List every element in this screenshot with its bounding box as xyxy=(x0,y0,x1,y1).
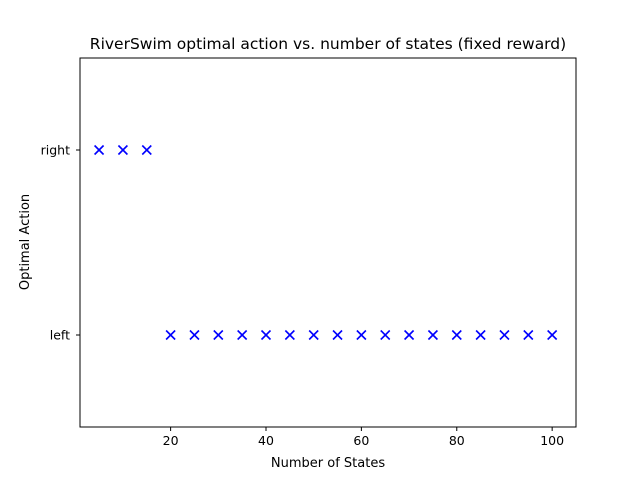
data-point-x-marker xyxy=(356,329,367,341)
x-tick-label: 20 xyxy=(163,433,179,448)
data-point-x-marker xyxy=(260,329,272,341)
data-point-x-marker xyxy=(451,329,462,341)
data-point-x-marker xyxy=(499,329,510,341)
x-axis-label: Number of States xyxy=(271,456,385,471)
data-point-x-marker xyxy=(404,329,415,341)
data-point-x-marker xyxy=(523,329,534,341)
x-axis: 20 40 60 80 100 xyxy=(163,427,564,448)
data-points xyxy=(94,144,558,341)
data-point-x-marker xyxy=(117,144,128,156)
chart-title: RiverSwim optimal action vs. number of s… xyxy=(90,35,566,53)
x-tick-label: 40 xyxy=(258,433,274,448)
y-axis: left right xyxy=(41,143,80,343)
data-point-x-marker xyxy=(475,329,486,341)
data-point-x-marker xyxy=(141,144,152,156)
x-tick-label: 100 xyxy=(540,433,564,448)
data-point-x-marker xyxy=(165,329,176,341)
data-point-x-marker xyxy=(547,329,558,341)
x-tick-label: 80 xyxy=(449,433,465,448)
y-tick-label-left: left xyxy=(50,328,70,343)
data-point-x-marker xyxy=(213,329,224,341)
y-axis-label: Optimal Action xyxy=(18,194,33,290)
data-point-x-marker xyxy=(284,329,295,341)
data-point-x-marker xyxy=(237,329,248,341)
data-point-x-marker xyxy=(427,329,438,341)
data-point-x-marker xyxy=(94,144,105,156)
data-point-x-marker xyxy=(380,329,391,341)
plot-area-frame xyxy=(79,57,577,428)
data-point-x-marker xyxy=(189,329,200,341)
x-tick-label: 60 xyxy=(353,433,369,448)
data-point-x-marker xyxy=(332,329,343,341)
data-point-x-marker xyxy=(308,329,319,341)
y-tick-label-right: right xyxy=(41,143,70,158)
